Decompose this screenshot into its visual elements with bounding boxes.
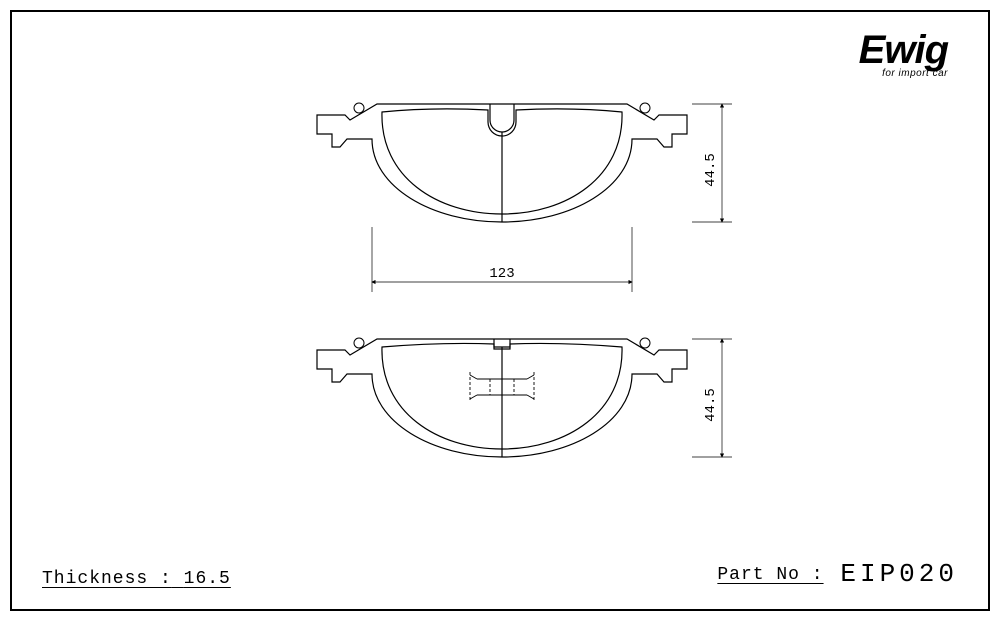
dim-width: 123	[489, 266, 514, 282]
thickness-key: Thickness :	[42, 569, 172, 589]
partno-value: EIP020	[840, 559, 958, 589]
partno-key: Part No :	[717, 565, 823, 585]
part-number-label: Part No : EIP020	[717, 559, 958, 589]
thickness-label: Thickness : 16.5	[42, 569, 231, 589]
technical-drawing: 44.5 123	[12, 72, 992, 572]
dim-bottom-height: 44.5	[703, 388, 719, 422]
logo-brand: Ewig	[859, 32, 948, 68]
drawing-frame: Ewig for import car	[10, 10, 990, 611]
width-dimension: 123	[372, 227, 632, 292]
bottom-pad-view: 44.5	[317, 338, 732, 457]
dim-top-height: 44.5	[703, 153, 719, 187]
top-pad-view: 44.5	[317, 103, 732, 222]
thickness-value: 16.5	[184, 569, 231, 589]
